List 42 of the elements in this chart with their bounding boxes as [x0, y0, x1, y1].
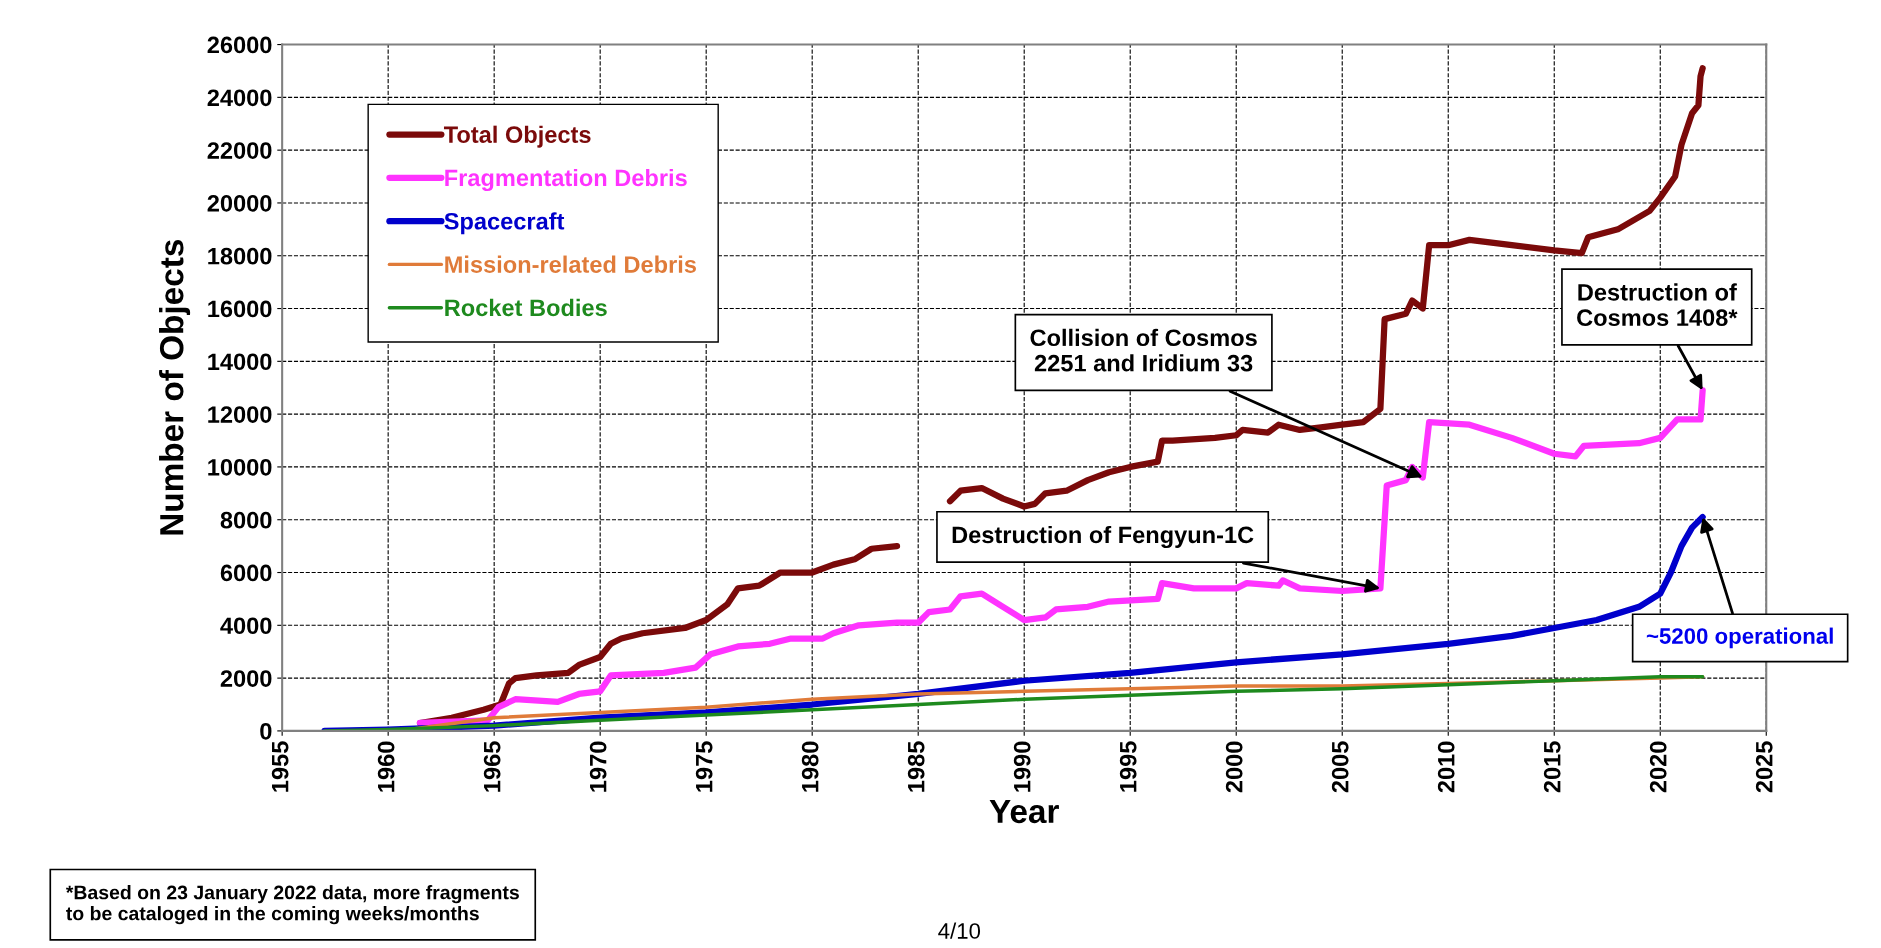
y-tick-label: 26000: [207, 36, 272, 54]
x-tick-label: 2020: [1649, 741, 1667, 793]
x-tick-label: 2010: [1437, 741, 1455, 793]
x-tick-label: 2015: [1543, 741, 1561, 793]
annotation: ~5200 operational: [1646, 627, 1833, 649]
y-tick-label: 10000: [208, 458, 272, 476]
text: *Based on 23 January 2022 data, more fragments to be cataloged in the coming weeks/months: [65, 885, 519, 925]
legend-label: Fragmentation Debris: [445, 168, 687, 192]
text: 4/10: [938, 922, 981, 939]
y-tick-label: 16000: [208, 300, 272, 318]
y-tick-label: 22000: [207, 142, 272, 159]
x-tick-label: 1995: [1119, 741, 1137, 792]
annotation: Destruction of Cosmos 1408*: [1577, 283, 1738, 327]
legend-label: Total Objects: [443, 125, 591, 148]
annotation: Collision of Cosmos 2251 and Iridium 33: [1030, 328, 1257, 372]
y-tick-label: 6000: [220, 564, 272, 582]
x-axis-title: Year: [989, 799, 1059, 824]
y-tick-label: 20000: [207, 195, 272, 212]
x-tick-label: 1980: [801, 741, 819, 792]
legend-label: Mission-related Debris: [445, 255, 696, 273]
x-tick-label: 1985: [907, 741, 925, 792]
x-tick-label: 1990: [1013, 741, 1031, 792]
y-tick-label: 0: [260, 722, 272, 740]
x-tick-label: 1965: [483, 741, 501, 792]
x-tick-label: 1960: [377, 741, 395, 792]
y-tick-label: 12000: [208, 406, 272, 423]
x-tick-label: 1975: [695, 741, 713, 792]
y-tick-label: 8000: [220, 511, 272, 529]
y-tick-label: 24000: [207, 89, 272, 107]
y-tick-label: 4000: [220, 617, 272, 635]
y-tick-label: 14000: [208, 353, 272, 371]
legend-label: Rocket Bodies: [445, 298, 607, 317]
x-tick-label: 1970: [589, 741, 607, 792]
y-tick-label: 18000: [208, 247, 272, 265]
x-tick-label: 2000: [1225, 741, 1243, 793]
annotation: Destruction of Fengyun-1C: [952, 525, 1254, 549]
x-tick-label: 2005: [1331, 741, 1349, 793]
legend-label: Spacecraft: [444, 212, 565, 235]
y-axis-title: Number of Objects: [159, 239, 191, 535]
y-tick-label: 2000: [220, 670, 272, 687]
x-tick-label: 1955: [271, 741, 289, 792]
x-tick-label: 2025: [1755, 741, 1773, 793]
